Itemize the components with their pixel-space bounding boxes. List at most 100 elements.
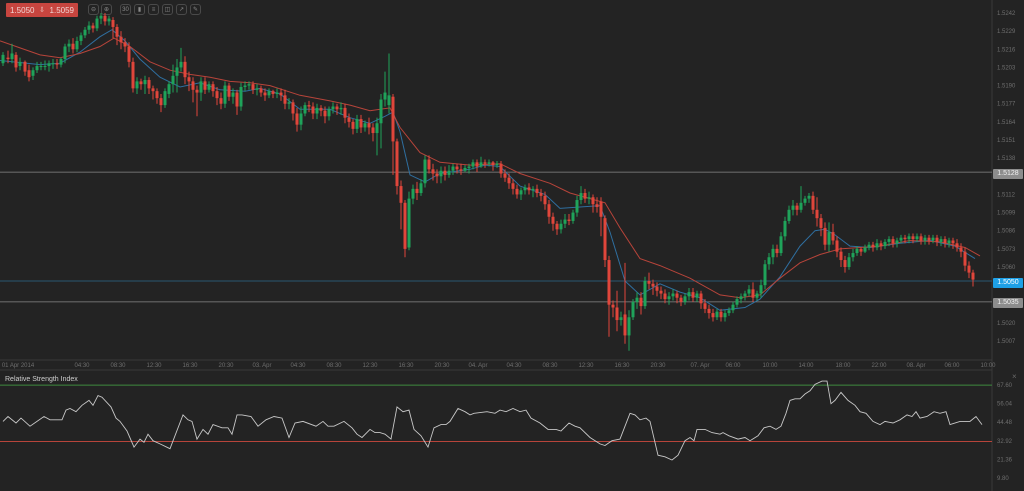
candle (755, 290, 759, 301)
candle (671, 289, 675, 301)
quote-badge[interactable]: 1.5050 ⇩ 1.5059 (6, 3, 78, 17)
candle (747, 285, 751, 297)
candle (651, 279, 655, 295)
export-button[interactable]: ↗ (176, 4, 187, 15)
candle (391, 93, 395, 175)
candle (311, 102, 315, 120)
candle (215, 86, 219, 106)
bid-price: 1.5050 (10, 5, 35, 15)
candle (703, 299, 707, 314)
candle (723, 310, 727, 322)
candle (415, 181, 419, 201)
candle (327, 106, 331, 121)
price-axis-label: 1.5073 (997, 247, 1016, 253)
time-axis-label: 22:00 (871, 363, 887, 369)
candle (735, 296, 739, 308)
price-axis-label: 1.5177 (997, 102, 1016, 108)
candle (307, 100, 311, 113)
candle (591, 194, 595, 213)
candle (51, 59, 55, 69)
candle (839, 247, 843, 268)
candle (763, 260, 767, 290)
candlestick-icon: ▮ (137, 7, 142, 13)
templates-button[interactable]: ◫ (162, 4, 173, 15)
candle (695, 290, 699, 302)
time-axis-label: 04:30 (290, 363, 306, 369)
price-axis-label: 1.5020 (997, 321, 1016, 327)
candle (499, 160, 503, 178)
time-axis-label: 08:30 (326, 363, 342, 369)
candle (495, 160, 499, 168)
candle (95, 15, 99, 32)
zoom-in-button[interactable]: ⊕ (101, 4, 112, 15)
close-icon[interactable]: × (1012, 372, 1017, 381)
timeframe-button[interactable]: 30 (120, 4, 131, 15)
candle (231, 88, 235, 104)
candle (779, 232, 783, 256)
candle (187, 71, 191, 92)
candle (419, 179, 423, 196)
candle (367, 117, 371, 135)
candle (14, 52, 18, 72)
candle (875, 239, 879, 251)
candle (195, 85, 199, 117)
candle (27, 64, 31, 82)
candle (319, 105, 323, 117)
candle (395, 138, 399, 195)
candle (539, 188, 543, 202)
price-axis-label: 1.5216 (997, 47, 1016, 53)
price-axis-label: 1.5229 (997, 29, 1016, 35)
indicators-button[interactable]: ≡ (148, 4, 159, 15)
candle (627, 310, 631, 351)
candle (739, 293, 743, 304)
zoom-out-button[interactable]: ⊖ (88, 4, 99, 15)
candle (431, 163, 435, 181)
candle (775, 244, 779, 258)
time-axis-label: 10:00 (980, 363, 996, 369)
candle (667, 292, 671, 305)
candle (131, 57, 135, 93)
time-axis-label: 10:00 (762, 363, 778, 369)
candle (663, 289, 667, 304)
candle (99, 13, 103, 25)
templates-icon: ◫ (164, 7, 171, 13)
candle (371, 123, 375, 142)
rsi-line (2, 380, 983, 461)
candle (527, 183, 531, 195)
rsi-axis-label: 56.04 (997, 402, 1013, 408)
candle (79, 32, 83, 46)
price-axis-label: 1.5060 (997, 265, 1016, 271)
candle (767, 253, 771, 270)
candle (643, 276, 647, 309)
time-axis-label: 04:30 (506, 363, 522, 369)
candle (615, 290, 619, 332)
candle (347, 113, 351, 128)
candle (87, 21, 91, 34)
candle (567, 213, 571, 226)
candle (123, 38, 127, 53)
candle (787, 205, 791, 224)
candle (399, 180, 403, 230)
candle (679, 294, 683, 307)
candle (223, 81, 227, 108)
price-axis-label: 1.5151 (997, 138, 1016, 144)
candle (359, 114, 363, 134)
candle (503, 169, 507, 182)
candle (143, 75, 147, 94)
candle (563, 213, 567, 228)
candle (107, 15, 111, 26)
candle (507, 173, 511, 189)
candle (363, 120, 367, 132)
candle (535, 184, 539, 198)
candle (675, 290, 679, 304)
draw-button[interactable]: ✎ (190, 4, 201, 15)
chart-type-button[interactable]: ▮ (134, 4, 145, 15)
zoom-in-icon: ⊕ (103, 7, 110, 13)
candle (355, 114, 359, 134)
candle (799, 186, 803, 213)
price-axis-label: 1.5203 (997, 65, 1016, 71)
candle (83, 26, 87, 39)
candle (891, 236, 895, 248)
pencil-icon: ✎ (192, 7, 199, 13)
